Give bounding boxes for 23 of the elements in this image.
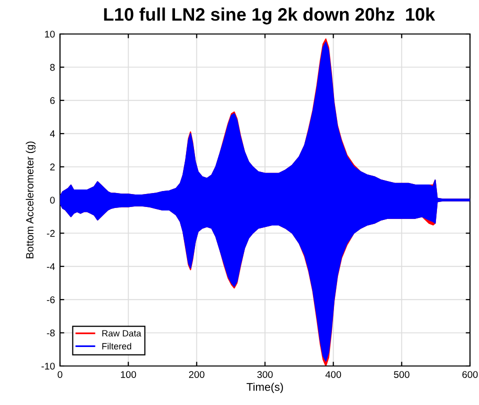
- y-tick-label: 0: [50, 196, 55, 204]
- y-tick-label: -4: [46, 263, 55, 270]
- x-tick-label: 300: [257, 371, 273, 378]
- y-tick-label: 6: [50, 97, 55, 104]
- legend-label: Raw Data: [102, 330, 142, 337]
- y-tick-label: 8: [50, 64, 55, 71]
- y-tick-label: -10: [42, 362, 55, 370]
- y-tick-label: -8: [46, 330, 55, 336]
- x-tick-label: 600: [462, 371, 478, 378]
- y-tick-label: -6: [46, 296, 55, 304]
- y-tick-label: -2: [46, 230, 55, 237]
- x-tick-label: 200: [189, 371, 204, 378]
- x-tick-label: 0: [58, 371, 62, 378]
- x-axis-title: Time(s): [246, 382, 283, 394]
- chart-title: L10 full LN2 sine 1g 2k down 20hz 10k: [104, 8, 436, 24]
- x-tick-label: 400: [325, 371, 342, 378]
- y-tick-label: 2: [50, 164, 55, 170]
- legend-label: Filtered: [102, 342, 132, 350]
- y-tick-label: 10: [45, 30, 55, 38]
- x-tick-label: 100: [120, 371, 136, 378]
- y-tick-label: 4: [50, 130, 55, 138]
- x-tick-label: 500: [394, 371, 410, 378]
- y-axis-title: Bottom Accelerometer (g): [26, 142, 36, 258]
